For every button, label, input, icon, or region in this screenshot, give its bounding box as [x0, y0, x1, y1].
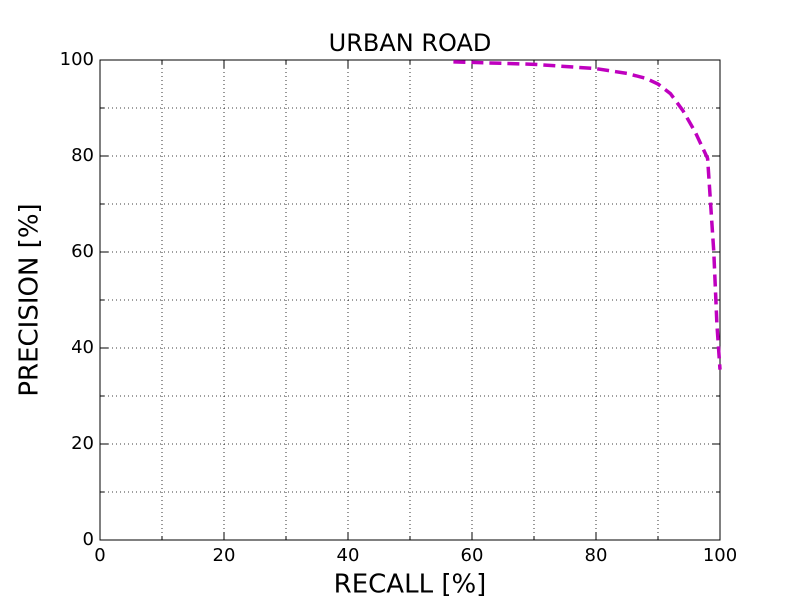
chart-title: URBAN ROAD	[329, 29, 492, 57]
x-tick-label: 40	[337, 545, 360, 566]
data-line	[453, 60, 722, 370]
x-tick-label: 20	[213, 545, 236, 566]
y-tick-label: 60	[71, 241, 94, 262]
y-axis-label: PRECISION [%]	[15, 203, 45, 396]
x-tick-label: 0	[94, 545, 105, 566]
plot-frame	[99, 59, 721, 541]
y-tick-label: 20	[71, 433, 94, 454]
y-tick-label: 0	[83, 529, 94, 550]
x-axis-label: RECALL [%]	[334, 570, 487, 600]
y-tick-label: 100	[60, 49, 94, 70]
y-tick-label: 80	[71, 145, 94, 166]
x-tick-label: 80	[585, 545, 608, 566]
x-tick-label: 100	[703, 545, 737, 566]
y-tick-label: 40	[71, 337, 94, 358]
x-tick-label: 60	[461, 545, 484, 566]
